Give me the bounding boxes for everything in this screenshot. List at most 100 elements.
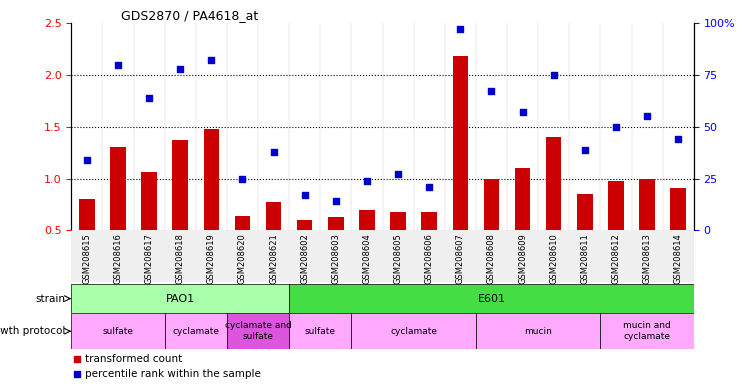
Bar [600, 230, 632, 282]
Text: percentile rank within the sample: percentile rank within the sample [85, 369, 261, 379]
Point [81, 157, 93, 163]
Bar [546, 137, 562, 230]
Text: GDS2870 / PA4618_at: GDS2870 / PA4618_at [121, 9, 258, 22]
Point [268, 149, 280, 155]
Bar [351, 230, 382, 282]
Text: GSM208614: GSM208614 [674, 233, 682, 284]
Bar [134, 230, 165, 282]
Bar [102, 230, 134, 282]
Bar [484, 179, 500, 230]
Bar [608, 180, 624, 230]
Point [610, 124, 622, 130]
Text: GSM208613: GSM208613 [643, 233, 652, 284]
Bar [203, 129, 219, 230]
Text: GSM208608: GSM208608 [487, 233, 496, 284]
Bar [79, 199, 94, 230]
Bar [172, 140, 188, 230]
Bar [422, 212, 437, 230]
Bar [507, 230, 538, 282]
Text: strain: strain [35, 293, 65, 304]
Bar [445, 230, 476, 282]
Point [392, 171, 404, 177]
Bar [639, 179, 655, 230]
Bar [390, 212, 406, 230]
Text: GSM208619: GSM208619 [207, 233, 216, 284]
Point [485, 88, 497, 94]
Text: sulfate: sulfate [103, 327, 134, 336]
Bar [290, 284, 694, 313]
Bar [600, 313, 694, 349]
Text: cyclamate and
sulfate: cyclamate and sulfate [224, 321, 292, 341]
Point [423, 184, 435, 190]
Bar [71, 313, 165, 349]
Text: GSM208602: GSM208602 [300, 233, 309, 284]
Bar [290, 230, 320, 282]
Point [579, 146, 591, 152]
Text: GSM208618: GSM208618 [176, 233, 184, 284]
Bar [538, 230, 569, 282]
Text: GSM208611: GSM208611 [580, 233, 590, 284]
Bar [476, 313, 600, 349]
Bar [452, 56, 468, 230]
Point [517, 109, 529, 115]
Bar [632, 230, 663, 282]
Bar [670, 188, 686, 230]
Point [143, 94, 155, 101]
Bar [569, 230, 600, 282]
Bar [110, 147, 126, 230]
Text: GSM208605: GSM208605 [394, 233, 403, 284]
Point [112, 61, 124, 68]
Text: mucin: mucin [524, 327, 552, 336]
Point [672, 136, 684, 142]
Text: sulfate: sulfate [304, 327, 336, 336]
Bar [476, 230, 507, 282]
Bar [196, 230, 226, 282]
Bar [577, 194, 592, 230]
Point [174, 66, 186, 72]
Bar [258, 230, 290, 282]
Text: GSM208609: GSM208609 [518, 233, 527, 284]
Point [206, 57, 218, 63]
Bar [226, 230, 258, 282]
Text: GSM208603: GSM208603 [332, 233, 340, 284]
Text: GSM208606: GSM208606 [424, 233, 433, 284]
Bar [235, 216, 250, 230]
Point [454, 26, 466, 32]
Bar [71, 230, 102, 282]
Text: E601: E601 [478, 293, 506, 304]
Bar [290, 313, 351, 349]
Bar [226, 313, 290, 349]
Bar [266, 202, 281, 230]
Text: GSM208621: GSM208621 [269, 233, 278, 284]
Text: mucin and
cyclamate: mucin and cyclamate [623, 321, 671, 341]
Text: growth protocol: growth protocol [0, 326, 65, 336]
Point [641, 113, 653, 119]
Text: PAO1: PAO1 [166, 293, 195, 304]
Point [298, 192, 310, 198]
Bar [165, 313, 226, 349]
Text: cyclamate: cyclamate [390, 327, 437, 336]
Bar [359, 210, 375, 230]
Point [236, 175, 248, 182]
Bar [414, 230, 445, 282]
Point [330, 198, 342, 204]
Point [433, 166, 445, 172]
Bar [71, 284, 290, 313]
Text: cyclamate: cyclamate [172, 327, 219, 336]
Bar [514, 168, 530, 230]
Text: transformed count: transformed count [85, 354, 182, 364]
Bar [320, 230, 351, 282]
Text: GSM208604: GSM208604 [362, 233, 371, 284]
Text: GSM208607: GSM208607 [456, 233, 465, 284]
Point [548, 72, 560, 78]
Point [361, 177, 373, 184]
Text: GSM208617: GSM208617 [145, 233, 154, 284]
Bar [351, 313, 476, 349]
Bar [328, 217, 344, 230]
Bar [141, 172, 157, 230]
Bar [165, 230, 196, 282]
Bar [297, 220, 313, 230]
Point [433, 310, 445, 316]
Text: GSM208610: GSM208610 [549, 233, 558, 284]
Text: GSM208615: GSM208615 [82, 233, 92, 284]
